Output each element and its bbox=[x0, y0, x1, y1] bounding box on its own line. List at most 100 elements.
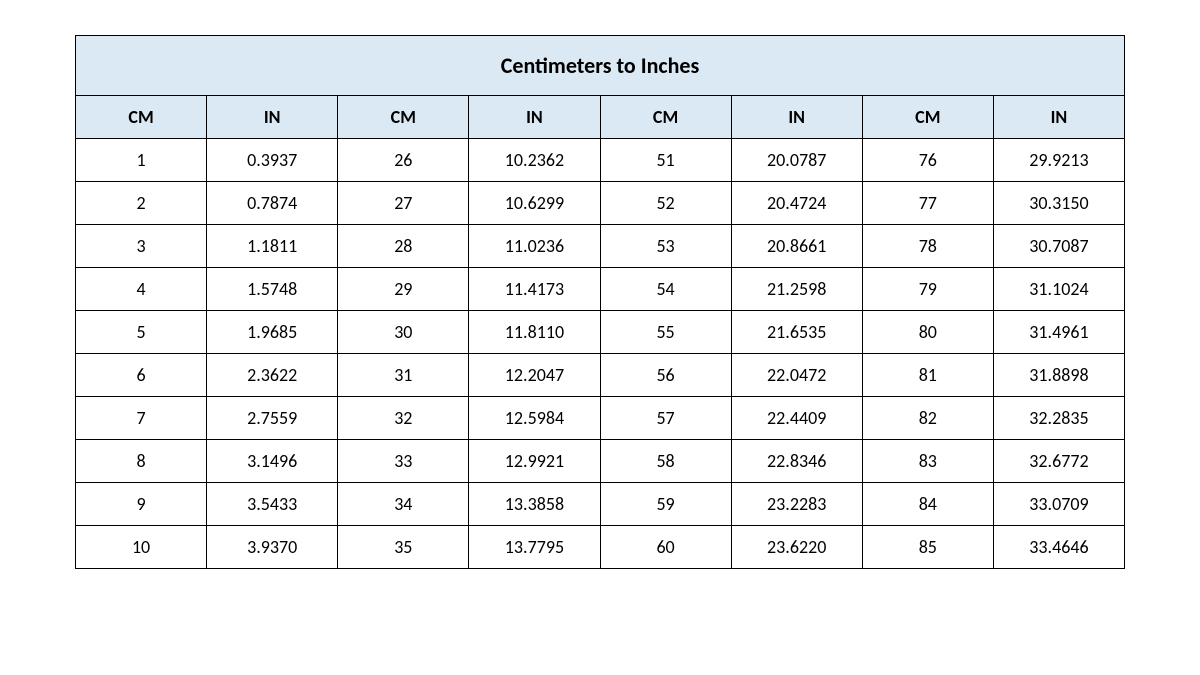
table-cell: 32.2835 bbox=[993, 397, 1124, 440]
table-cell: 12.9921 bbox=[469, 440, 600, 483]
table-cell: 0.3937 bbox=[207, 139, 338, 182]
table-cell: 20.4724 bbox=[731, 182, 862, 225]
column-header: IN bbox=[207, 96, 338, 139]
table-title: Centimeters to Inches bbox=[76, 36, 1125, 96]
table-title-row: Centimeters to Inches bbox=[76, 36, 1125, 96]
table-cell: 59 bbox=[600, 483, 731, 526]
table-cell: 58 bbox=[600, 440, 731, 483]
table-cell: 5 bbox=[76, 311, 207, 354]
table-cell: 82 bbox=[862, 397, 993, 440]
table-cell: 22.4409 bbox=[731, 397, 862, 440]
table-cell: 2 bbox=[76, 182, 207, 225]
table-cell: 56 bbox=[600, 354, 731, 397]
table-cell: 3 bbox=[76, 225, 207, 268]
table-cell: 31.4961 bbox=[993, 311, 1124, 354]
table-cell: 0.7874 bbox=[207, 182, 338, 225]
table-cell: 33.4646 bbox=[993, 526, 1124, 569]
table-cell: 22.8346 bbox=[731, 440, 862, 483]
table-cell: 31.8898 bbox=[993, 354, 1124, 397]
table-cell: 30.7087 bbox=[993, 225, 1124, 268]
table-cell: 20.8661 bbox=[731, 225, 862, 268]
column-header: IN bbox=[469, 96, 600, 139]
table-row: 2 0.7874 27 10.6299 52 20.4724 77 30.315… bbox=[76, 182, 1125, 225]
table-row: 6 2.3622 31 12.2047 56 22.0472 81 31.889… bbox=[76, 354, 1125, 397]
table-cell: 3.9370 bbox=[207, 526, 338, 569]
table-body: 1 0.3937 26 10.2362 51 20.0787 76 29.921… bbox=[76, 139, 1125, 569]
table-cell: 55 bbox=[600, 311, 731, 354]
table-cell: 2.3622 bbox=[207, 354, 338, 397]
table-cell: 6 bbox=[76, 354, 207, 397]
table-cell: 10.6299 bbox=[469, 182, 600, 225]
column-header: CM bbox=[862, 96, 993, 139]
table-cell: 34 bbox=[338, 483, 469, 526]
table-cell: 8 bbox=[76, 440, 207, 483]
table-cell: 29.9213 bbox=[993, 139, 1124, 182]
table-row: 3 1.1811 28 11.0236 53 20.8661 78 30.708… bbox=[76, 225, 1125, 268]
table-cell: 1.5748 bbox=[207, 268, 338, 311]
table-cell: 33.0709 bbox=[993, 483, 1124, 526]
table-cell: 52 bbox=[600, 182, 731, 225]
table-row: 5 1.9685 30 11.8110 55 21.6535 80 31.496… bbox=[76, 311, 1125, 354]
table-cell: 22.0472 bbox=[731, 354, 862, 397]
table-cell: 2.7559 bbox=[207, 397, 338, 440]
table-cell: 10 bbox=[76, 526, 207, 569]
table-row: 4 1.5748 29 11.4173 54 21.2598 79 31.102… bbox=[76, 268, 1125, 311]
table-row: 10 3.9370 35 13.7795 60 23.6220 85 33.46… bbox=[76, 526, 1125, 569]
table-cell: 79 bbox=[862, 268, 993, 311]
table-cell: 3.5433 bbox=[207, 483, 338, 526]
table-cell: 20.0787 bbox=[731, 139, 862, 182]
table-cell: 3.1496 bbox=[207, 440, 338, 483]
table-cell: 11.0236 bbox=[469, 225, 600, 268]
table-cell: 11.8110 bbox=[469, 311, 600, 354]
table-row: 9 3.5433 34 13.3858 59 23.2283 84 33.070… bbox=[76, 483, 1125, 526]
table-cell: 29 bbox=[338, 268, 469, 311]
table-cell: 4 bbox=[76, 268, 207, 311]
table-cell: 30.3150 bbox=[993, 182, 1124, 225]
table-cell: 12.5984 bbox=[469, 397, 600, 440]
table-cell: 23.2283 bbox=[731, 483, 862, 526]
table-cell: 21.2598 bbox=[731, 268, 862, 311]
table-cell: 13.7795 bbox=[469, 526, 600, 569]
table-cell: 33 bbox=[338, 440, 469, 483]
table-cell: 31.1024 bbox=[993, 268, 1124, 311]
table-cell: 32.6772 bbox=[993, 440, 1124, 483]
table-cell: 84 bbox=[862, 483, 993, 526]
table-cell: 35 bbox=[338, 526, 469, 569]
table-cell: 60 bbox=[600, 526, 731, 569]
column-header: IN bbox=[993, 96, 1124, 139]
table-cell: 77 bbox=[862, 182, 993, 225]
table-cell: 21.6535 bbox=[731, 311, 862, 354]
table-row: 7 2.7559 32 12.5984 57 22.4409 82 32.283… bbox=[76, 397, 1125, 440]
table-row: 8 3.1496 33 12.9921 58 22.8346 83 32.677… bbox=[76, 440, 1125, 483]
table-cell: 76 bbox=[862, 139, 993, 182]
table-row: 1 0.3937 26 10.2362 51 20.0787 76 29.921… bbox=[76, 139, 1125, 182]
table-cell: 1.9685 bbox=[207, 311, 338, 354]
table-cell: 26 bbox=[338, 139, 469, 182]
table-cell: 23.6220 bbox=[731, 526, 862, 569]
table-cell: 12.2047 bbox=[469, 354, 600, 397]
table-cell: 80 bbox=[862, 311, 993, 354]
table-cell: 31 bbox=[338, 354, 469, 397]
table-cell: 78 bbox=[862, 225, 993, 268]
table-cell: 32 bbox=[338, 397, 469, 440]
table-cell: 53 bbox=[600, 225, 731, 268]
column-header: IN bbox=[731, 96, 862, 139]
table-cell: 81 bbox=[862, 354, 993, 397]
column-header: CM bbox=[600, 96, 731, 139]
table-cell: 13.3858 bbox=[469, 483, 600, 526]
table-cell: 7 bbox=[76, 397, 207, 440]
table-cell: 1.1811 bbox=[207, 225, 338, 268]
table-cell: 11.4173 bbox=[469, 268, 600, 311]
table-cell: 10.2362 bbox=[469, 139, 600, 182]
table-cell: 57 bbox=[600, 397, 731, 440]
table-header-row: CM IN CM IN CM IN CM IN bbox=[76, 96, 1125, 139]
table-cell: 30 bbox=[338, 311, 469, 354]
column-header: CM bbox=[76, 96, 207, 139]
table-cell: 54 bbox=[600, 268, 731, 311]
table-cell: 9 bbox=[76, 483, 207, 526]
table-cell: 27 bbox=[338, 182, 469, 225]
table-cell: 28 bbox=[338, 225, 469, 268]
table-cell: 1 bbox=[76, 139, 207, 182]
conversion-table: Centimeters to Inches CM IN CM IN CM IN … bbox=[75, 35, 1125, 569]
column-header: CM bbox=[338, 96, 469, 139]
